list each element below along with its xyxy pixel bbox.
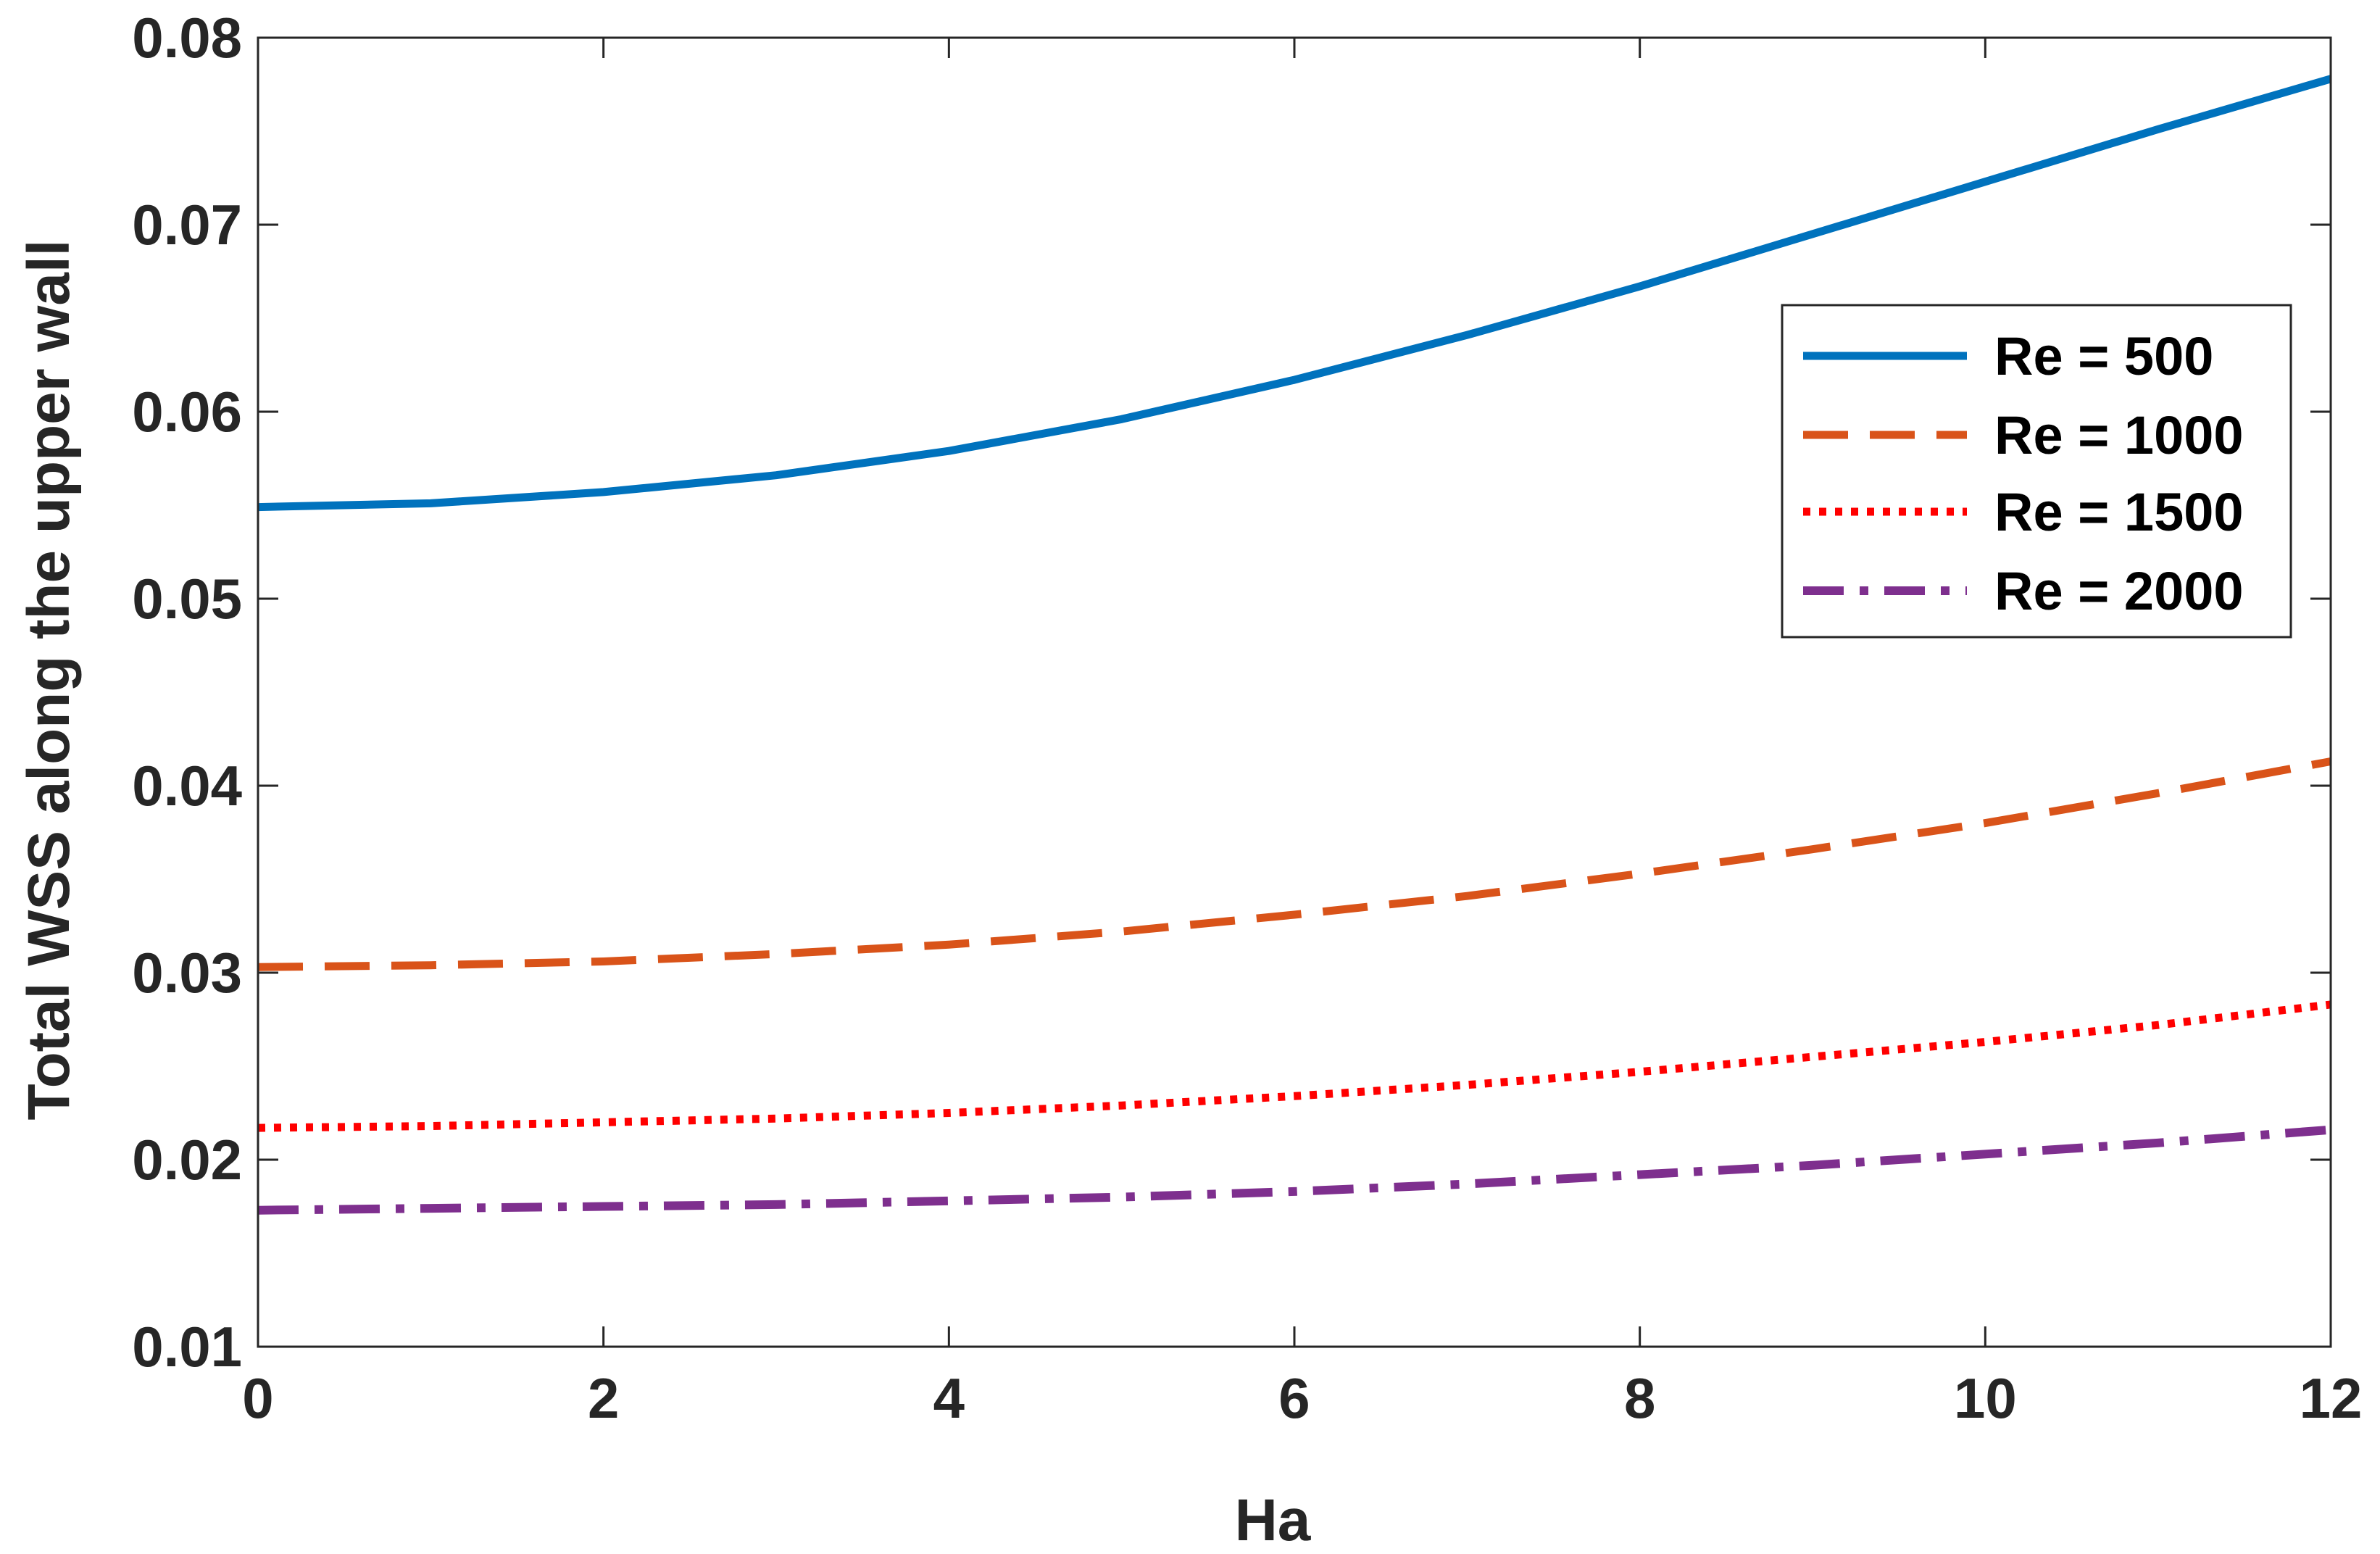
y-tick-label: 0.05 — [132, 567, 242, 631]
y-tick-label: 0.08 — [132, 6, 242, 70]
y-tick-label: 0.02 — [132, 1128, 242, 1192]
y-tick-label: 0.01 — [132, 1315, 242, 1379]
y-tick-label: 0.04 — [132, 754, 242, 818]
legend-label-4: Re = 2000 — [1994, 561, 2244, 621]
x-tick-label: 12 — [2300, 1366, 2363, 1430]
x-tick-label: 10 — [1954, 1366, 2017, 1430]
x-tick-label: 2 — [588, 1366, 619, 1430]
y-tick-label: 0.03 — [132, 941, 242, 1005]
series-line-4 — [257, 1125, 2331, 1215]
y-tick-label: 0.07 — [132, 193, 242, 257]
legend: Re = 500 Re = 1000 Re = 1500 Re = 2000 — [1781, 304, 2292, 639]
x-tick-label: 6 — [1278, 1366, 1310, 1430]
legend-label-1: Re = 500 — [1994, 326, 2213, 386]
series-line-1 — [257, 75, 2332, 512]
x-axis: 0 2 4 6 8 10 12 — [242, 38, 2362, 1430]
x-axis-label: Ha — [1235, 1487, 1312, 1553]
legend-box — [1781, 304, 2292, 639]
x-tick-label: 4 — [933, 1366, 965, 1430]
y-axis-label: Total WSS along the upper wall — [16, 240, 82, 1121]
y-axis: 0.01 0.02 0.03 0.04 0.05 0.06 0.07 0.08 — [132, 6, 2331, 1379]
plot-area — [257, 75, 2332, 1215]
series-line-2 — [257, 757, 2331, 971]
x-tick-label: 8 — [1624, 1366, 1655, 1430]
series-line-3 — [257, 1000, 2331, 1132]
y-tick-label: 0.06 — [132, 380, 242, 444]
legend-label-3: Re = 1500 — [1994, 482, 2244, 542]
legend-label-2: Re = 1000 — [1994, 405, 2244, 465]
x-tick-label: 0 — [242, 1366, 273, 1430]
